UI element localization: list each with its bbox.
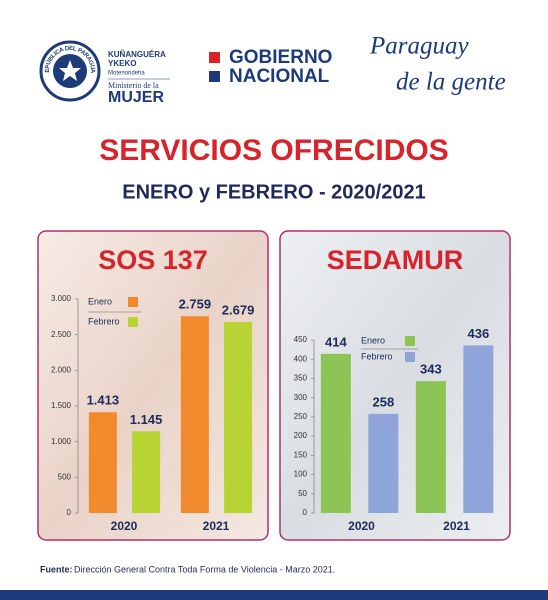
legend-label: Enero [361, 335, 385, 345]
y-tick-label: 1.000 [51, 437, 72, 446]
y-tick-label: 2.000 [51, 365, 72, 374]
slogan: Paraguay [369, 33, 470, 60]
subtitle: ENERO y FEBRERO - 2020/2021 [122, 181, 425, 203]
y-tick-label: 0 [303, 508, 308, 517]
value-label: 414 [325, 334, 347, 349]
legend-swatch [405, 336, 415, 346]
footer-label: Fuente: [40, 564, 73, 574]
y-tick-label: 1.500 [51, 401, 72, 410]
bar [224, 321, 253, 513]
y-tick-label: 200 [294, 431, 308, 440]
flag-square [209, 71, 220, 82]
bar [320, 353, 351, 513]
bottom-band [0, 590, 548, 600]
slogan: de la gente [396, 69, 506, 96]
y-tick-label: 100 [294, 470, 308, 479]
title: SERVICIOS OFRECIDOS [99, 134, 449, 167]
value-label: 2.759 [179, 297, 212, 312]
y-tick-label: 3.000 [51, 294, 72, 303]
gov-text: GOBIERNO [229, 47, 332, 68]
legend-label: Febrero [361, 351, 393, 361]
y-tick-label: 500 [58, 472, 72, 481]
flag-square [209, 52, 220, 63]
value-label: 2.679 [222, 302, 255, 317]
legend-label: Enero [88, 296, 112, 306]
legend-swatch [128, 297, 138, 307]
y-tick-label: 400 [294, 354, 308, 363]
x-tick-label: 2020 [348, 519, 375, 533]
chart-title: SOS 137 [98, 245, 208, 275]
bar [415, 381, 446, 513]
legend-label: Febrero [88, 316, 120, 326]
value-label: 258 [372, 394, 394, 409]
value-label: 343 [420, 362, 442, 377]
ministry-text: MUJER [108, 89, 164, 106]
bar [132, 431, 161, 513]
y-tick-label: 350 [294, 374, 308, 383]
ministry-text: Motenondeha [108, 71, 145, 77]
value-label: 436 [467, 326, 489, 341]
legend-swatch [405, 352, 415, 362]
gov-text: NACIONAL [229, 66, 330, 87]
bar [463, 345, 494, 513]
x-tick-label: 2020 [111, 519, 138, 533]
footer-text: Dirección General Contra Toda Forma de V… [74, 564, 335, 574]
value-label: 1.145 [130, 412, 163, 427]
ministry-text: KUÑANGUÉRA [108, 50, 166, 59]
bar [180, 316, 209, 513]
y-tick-label: 150 [294, 450, 308, 459]
value-label: 1.413 [87, 393, 120, 408]
y-tick-label: 250 [294, 412, 308, 421]
y-tick-label: 300 [294, 393, 308, 402]
y-tick-label: 2.500 [51, 330, 72, 339]
ministry-text: Ministerio de la [108, 81, 159, 90]
y-tick-label: 450 [294, 335, 308, 344]
x-tick-label: 2021 [203, 519, 230, 533]
chart-title: SEDAMUR [327, 245, 464, 275]
bar [368, 413, 399, 513]
y-tick-label: 0 [67, 508, 72, 517]
seal-star [59, 60, 81, 81]
bar [88, 412, 117, 513]
legend-swatch [128, 317, 138, 327]
x-tick-label: 2021 [443, 519, 470, 533]
y-tick-label: 50 [298, 489, 307, 498]
ministry-text: YKEKO [108, 59, 136, 68]
